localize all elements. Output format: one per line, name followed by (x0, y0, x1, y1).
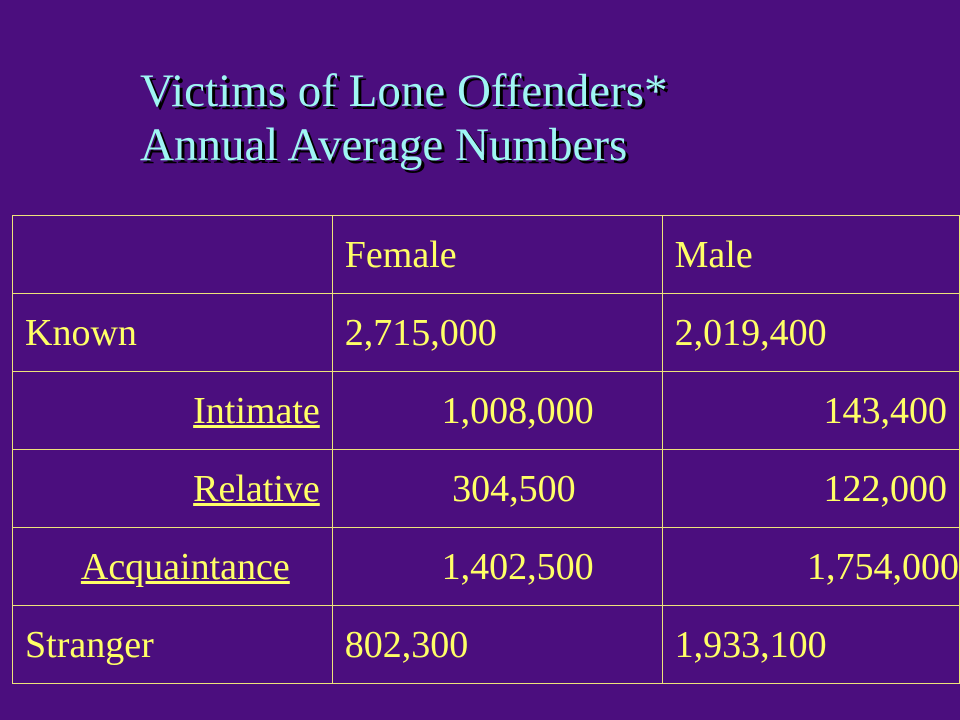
female-value-acquaintance: 1,402,500 (331, 527, 663, 606)
header-cell-male: Male (661, 215, 960, 294)
title-line-2: Annual Average Numbers (140, 119, 628, 171)
female-value-stranger: 802,300 (331, 605, 663, 684)
row-label-acquaintance: Acquaintance (80, 545, 290, 588)
slide-title: Victims of Lone Offenders* Annual Averag… (140, 64, 668, 172)
victims-table: Female Male Known 2,715,000 2,019,400 In… (12, 215, 960, 684)
table-row: Relative 304,500 122,000 (12, 449, 960, 528)
header-cell-empty (12, 215, 333, 294)
title-line-1: Victims of Lone Offenders* (140, 65, 668, 117)
table-row: Stranger 802,300 1,933,100 (12, 605, 960, 684)
table-row: Intimate 1,008,000 143,400 (12, 371, 960, 450)
male-value-relative: 122,000 (661, 449, 960, 528)
male-value-acquaintance: 1,754,000 (661, 527, 960, 606)
header-cell-female: Female (331, 215, 663, 294)
male-value-intimate: 143,400 (661, 371, 960, 450)
row-label-known: Known (12, 293, 333, 372)
female-value-intimate: 1,008,000 (331, 371, 663, 450)
row-label-relative: Relative (193, 467, 320, 510)
table-row: Acquaintance 1,402,500 1,754,000 (12, 527, 960, 606)
row-label-intimate: Intimate (193, 389, 320, 432)
male-value-known: 2,019,400 (661, 293, 960, 372)
row-label-stranger: Stranger (12, 605, 333, 684)
table-header-row: Female Male (12, 215, 960, 294)
female-value-known: 2,715,000 (331, 293, 663, 372)
female-value-relative: 304,500 (331, 449, 663, 528)
table-row: Known 2,715,000 2,019,400 (12, 293, 960, 372)
male-value-stranger: 1,933,100 (661, 605, 960, 684)
